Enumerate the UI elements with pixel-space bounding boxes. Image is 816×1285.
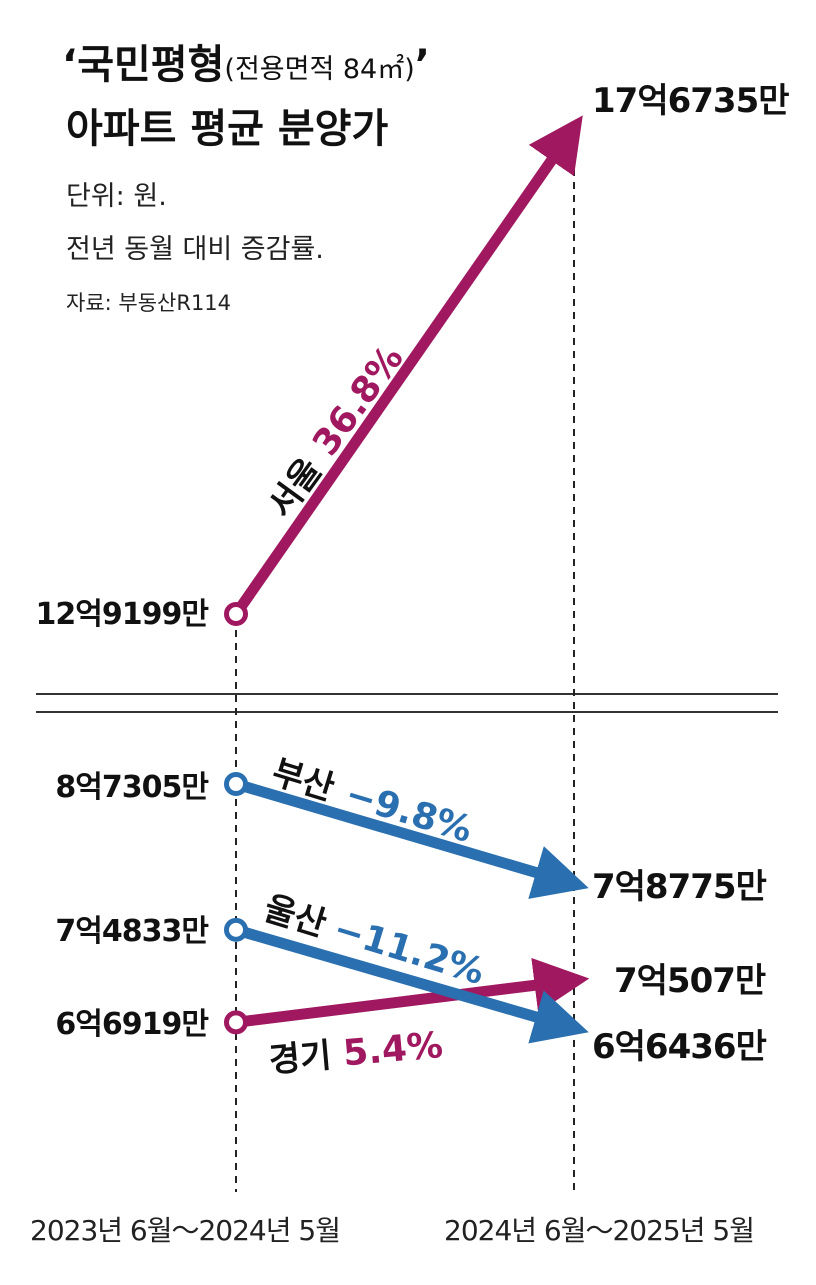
chart-title-line1: ‘국민평형(전용면적 84㎡)’ (62, 42, 430, 88)
seoul-name: 서울 (261, 451, 330, 525)
seoul-end-label: 17억6735만 (592, 81, 789, 121)
note-label: 전년 동월 대비 증감률. (66, 234, 324, 265)
series-gyeonggi-start-point (224, 1010, 248, 1035)
gyeonggi-end-label: 7억507만 (614, 961, 766, 1001)
gyeonggi-start-label: 6억6919만 (55, 1007, 209, 1042)
series-seoul-line (231, 115, 583, 618)
series-layer (224, 115, 590, 1044)
seoul-start-label: 12억9199만 (36, 597, 210, 632)
ulsan-start-label: 7억4833만 (55, 914, 209, 949)
series-busan-start-point (224, 772, 248, 796)
x-tick-period1: 2023년 6월～2024년 5월 (30, 1214, 340, 1247)
busan-start-label: 8억7305만 (55, 770, 209, 805)
ulsan-end-label: 6억6436만 (592, 1027, 767, 1067)
ulsan-series-label: 울산−11.2% (259, 887, 489, 993)
series-ulsan-start-point (224, 917, 248, 942)
title-paren-text: (전용면적 84㎡) (224, 54, 414, 85)
series-seoul-start-point (224, 602, 248, 626)
series-ulsan-line (234, 924, 589, 1044)
title-main-text: ‘국민평형 (62, 42, 224, 88)
chart-title-line2: 아파트 평균 분양가 (66, 106, 388, 152)
gyeonggi-change: 5.4% (341, 1025, 444, 1075)
gyeonggi-name: 경기 (267, 1036, 333, 1081)
x-tick-period2: 2024년 6월～2025년 5월 (444, 1214, 754, 1247)
seoul-series-label: 서울36.8% (260, 338, 412, 525)
series-busan-line (234, 778, 589, 899)
busan-end-label: 7억8775만 (592, 867, 767, 907)
series-gyeonggi-line (235, 957, 590, 1028)
source-label: 자료: 부동산R114 (66, 291, 231, 315)
gyeonggi-series-label: 경기 5.4% (267, 1025, 444, 1081)
unit-label: 단위: 원. (66, 181, 167, 212)
title-close-quote: ’ (415, 42, 430, 88)
